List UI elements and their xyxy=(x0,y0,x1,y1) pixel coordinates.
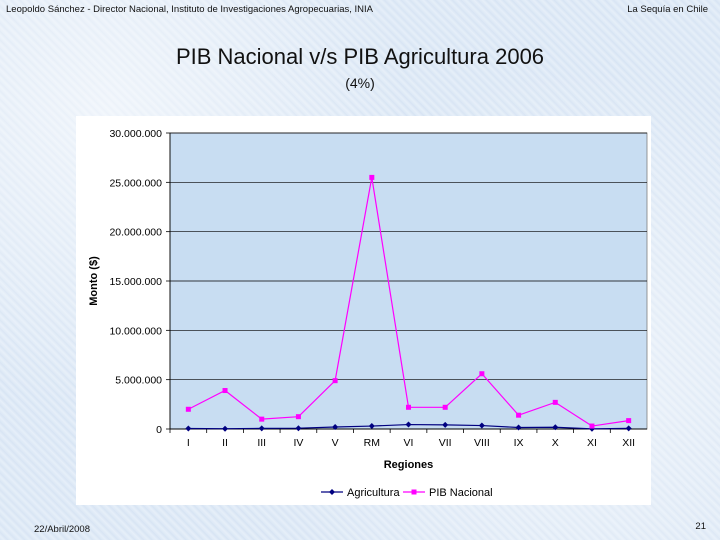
slide-subtitle: (4%) xyxy=(345,75,375,91)
y-tick-label: 5.000.000 xyxy=(115,375,162,387)
chart-area: 0 5.000.000 10.000.000 15.000.000 20.000.000… xyxy=(76,116,651,505)
legend-label: PIB Nacional xyxy=(429,487,493,499)
data-point xyxy=(295,425,302,432)
y-tick-label: 25.000.000 xyxy=(109,177,162,189)
data-point xyxy=(552,399,558,405)
x-tick-label: RM xyxy=(364,437,380,449)
x-tick-label: I xyxy=(187,437,190,449)
x-tick-label: VII xyxy=(439,437,452,449)
legend-label: Agricultura xyxy=(347,487,400,499)
presenter-header: Leopoldo Sánchez - Director Nacional, In… xyxy=(6,4,374,15)
data-point xyxy=(332,424,339,431)
data-point xyxy=(442,421,449,428)
x-tick-label: XI xyxy=(587,437,597,449)
data-point xyxy=(516,412,522,418)
data-point xyxy=(479,371,485,377)
y-tick-label: 20.000.000 xyxy=(109,227,162,239)
y-tick-label: 10.000.000 xyxy=(109,325,162,337)
data-point xyxy=(185,425,192,432)
data-point xyxy=(626,418,632,424)
presentation-topic: La Sequía en Chile xyxy=(627,4,708,15)
y-tick-label: 30.000.000 xyxy=(109,128,162,140)
y-axis-title: Monto ($) xyxy=(88,256,100,306)
data-point xyxy=(295,414,301,420)
data-point xyxy=(222,388,228,394)
x-tick-label: VIII xyxy=(474,437,490,449)
legend-marker-pib-nacional xyxy=(411,489,417,495)
x-tick-label: VI xyxy=(404,437,414,449)
x-tick-label: II xyxy=(222,437,228,449)
legend-marker-agricultura xyxy=(329,489,335,495)
x-tick-label: III xyxy=(257,437,266,449)
x-axis-title: Regiones xyxy=(384,459,434,471)
data-point xyxy=(478,422,485,429)
data-point xyxy=(625,425,632,432)
data-point xyxy=(552,424,559,431)
y-tick-label: 15.000.000 xyxy=(109,276,162,288)
data-point xyxy=(369,174,375,180)
x-tick-label: V xyxy=(332,437,339,449)
slide-title: PIB Nacional v/s PIB Agricultura 2006 xyxy=(175,44,545,69)
data-point xyxy=(258,425,265,432)
data-point xyxy=(406,404,411,410)
data-point xyxy=(405,421,412,428)
data-point xyxy=(332,378,338,384)
page-number: 21 xyxy=(695,521,706,532)
y-tick-label: 0 xyxy=(156,424,162,436)
data-point xyxy=(259,416,265,422)
data-point xyxy=(185,406,191,412)
line-chart: 0 5.000.000 10.000.000 15.000.000 20.000.000… xyxy=(88,128,648,499)
footer-date: 22/Abril/2008 xyxy=(34,524,90,535)
data-point xyxy=(515,424,522,431)
data-point xyxy=(442,404,448,410)
data-point xyxy=(589,423,595,429)
data-point xyxy=(222,425,229,432)
data-point xyxy=(368,423,375,430)
x-tick-label: XII xyxy=(622,437,635,449)
x-tick-label: IV xyxy=(293,437,303,449)
x-tick-label: X xyxy=(552,437,559,449)
x-tick-label: IX xyxy=(514,437,524,449)
